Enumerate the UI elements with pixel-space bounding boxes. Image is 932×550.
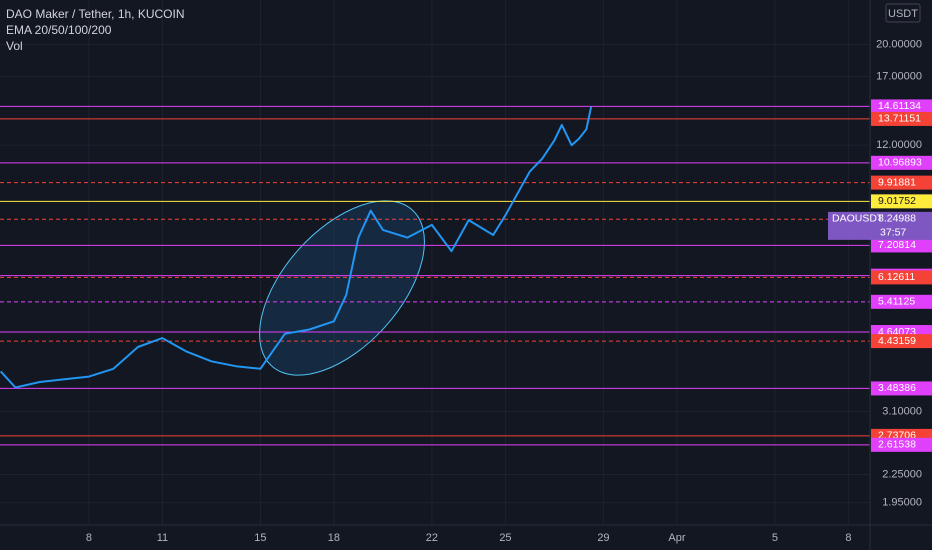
x-tick-label: 29 [597, 532, 609, 544]
level-label: 10.96893 [878, 157, 922, 169]
level-label-box [871, 381, 932, 396]
x-tick-label: 8 [86, 532, 92, 544]
current-price-box [828, 211, 932, 240]
x-tick-label: 15 [254, 532, 266, 544]
x-tick-label: 18 [328, 532, 340, 544]
y-tick-label: 20.00000 [876, 39, 922, 51]
y-tick-label: 1.95000 [882, 496, 922, 508]
x-tick-label: 11 [157, 532, 168, 544]
current-symbol: DAOUSDT [832, 213, 884, 225]
level-label: 7.20814 [878, 239, 916, 251]
level-label-box [871, 437, 932, 452]
indicator-ema: EMA 20/50/100/200 [6, 23, 112, 37]
level-label-box [871, 175, 932, 190]
level-label: 9.91881 [878, 176, 916, 188]
level-label-box [871, 155, 932, 170]
level-label-box [871, 294, 932, 309]
price-line [0, 106, 593, 389]
level-label-box [871, 111, 932, 126]
grid [0, 0, 870, 525]
y-tick-label: 17.00000 [876, 71, 922, 83]
level-label: 4.43159 [878, 335, 916, 347]
symbol-title: DAO Maker / Tether, 1h, KUCOIN [6, 7, 185, 21]
level-label: 9.01752 [878, 195, 916, 207]
y-tick-label: 2.25000 [882, 468, 922, 480]
y-tick-label: 3.10000 [882, 405, 922, 417]
x-tick-label: 8 [845, 532, 851, 544]
level-label-box [871, 334, 932, 349]
level-label-box [871, 238, 932, 253]
level-label: 14.61134 [878, 100, 921, 112]
level-label: 5.41125 [878, 296, 915, 308]
level-label-box [871, 270, 932, 285]
level-label: 2.61538 [878, 439, 916, 451]
level-label: 3.48386 [878, 382, 916, 394]
x-tick-label: 25 [499, 532, 511, 544]
indicator-vol: Vol [6, 39, 23, 53]
current-price: 8.24988 [878, 213, 916, 225]
plot [0, 105, 870, 446]
level-label: 13.71151 [878, 113, 921, 125]
x-tick-label: 22 [426, 532, 438, 544]
currency-button[interactable] [885, 3, 921, 23]
currency-label[interactable]: USDT [888, 8, 918, 20]
level-label-box [871, 99, 932, 114]
x-tick-label: Apr [668, 532, 685, 544]
level-label-box [871, 194, 932, 209]
y-tick-label: 12.00000 [876, 139, 922, 151]
x-tick-label: 5 [772, 532, 778, 544]
countdown: 37:57 [880, 227, 906, 239]
level-label: 6.12611 [878, 271, 915, 283]
